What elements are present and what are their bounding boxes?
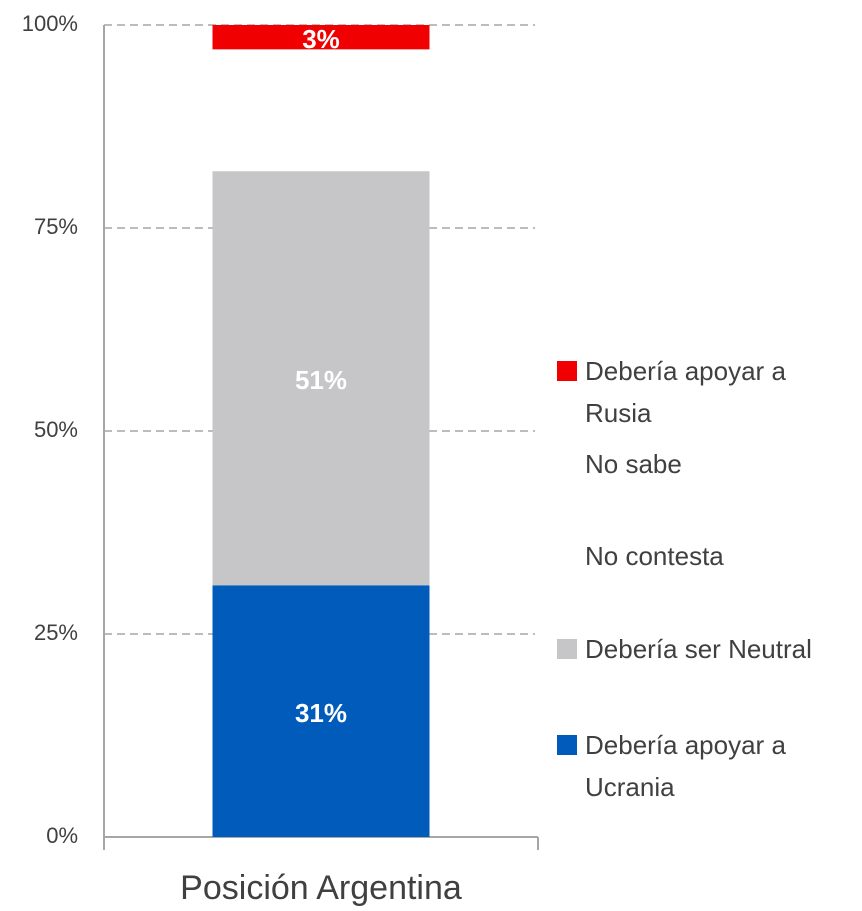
- bar-segment: [212, 25, 430, 50]
- data-label: 31%: [295, 698, 347, 728]
- legend-item: No contesta: [557, 535, 857, 577]
- legend-swatch: [557, 546, 577, 566]
- legend-swatch: [557, 639, 577, 659]
- data-label: 51%: [295, 365, 347, 395]
- bar-segment: [212, 49, 430, 155]
- legend-label: No contesta: [585, 541, 724, 571]
- data-label: 3%: [302, 24, 340, 54]
- legend-item: No sabe: [557, 443, 857, 485]
- y-tick-label: 0%: [46, 823, 78, 848]
- bar-segment: [212, 585, 430, 837]
- legend-label: No sabe: [585, 449, 682, 479]
- legend-label: Debería apoyar a Ucrania: [585, 730, 786, 802]
- y-tick-label: 100%: [22, 11, 78, 36]
- legend-item: Debería apoyar a Ucrania: [557, 724, 857, 808]
- y-tick-label: 50%: [34, 417, 78, 442]
- y-tick-label: 25%: [34, 620, 78, 645]
- bar-segment: [212, 154, 430, 172]
- legend-label: Debería ser Neutral: [585, 634, 812, 664]
- legend-label: Debería apoyar a Rusia: [585, 356, 786, 428]
- bar-segment: [212, 171, 430, 586]
- legend-swatch: [557, 454, 577, 474]
- legend-item: Debería ser Neutral: [557, 628, 857, 670]
- legend-swatch: [557, 361, 577, 381]
- legend-item: Debería apoyar a Rusia: [557, 350, 857, 434]
- y-tick-label: 75%: [34, 214, 78, 239]
- legend-swatch: [557, 735, 577, 755]
- x-tick-label: Posición Argentina: [180, 869, 462, 907]
